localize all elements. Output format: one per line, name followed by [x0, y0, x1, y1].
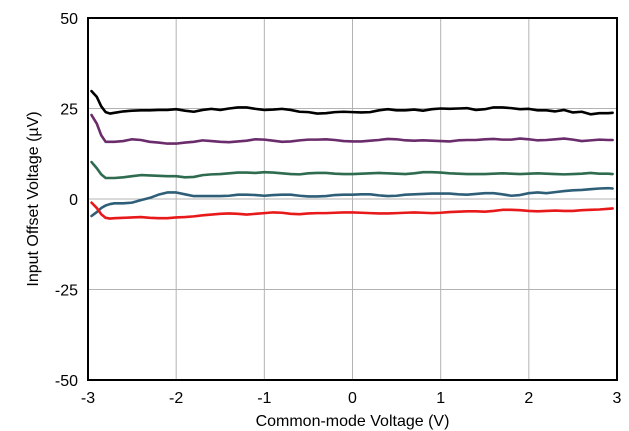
- y-tick-label: 50: [60, 11, 78, 28]
- x-tick-label: 0: [348, 390, 357, 407]
- gridlines: [88, 18, 617, 380]
- x-tick-label: 3: [613, 390, 622, 407]
- x-tick-label: -1: [257, 390, 271, 407]
- y-tick-label: -25: [55, 283, 78, 300]
- series-line-2: [90, 113, 614, 145]
- series-line-1: [90, 89, 614, 116]
- x-tick-label: -2: [169, 390, 183, 407]
- series-group: [90, 89, 614, 220]
- y-tick-label: 0: [69, 192, 78, 209]
- x-tick-label: 2: [524, 390, 533, 407]
- x-tick-labels: -3 -2 -1 0 1 2 3: [81, 390, 622, 407]
- plot-frame: [87, 17, 618, 381]
- series-line-3: [90, 160, 614, 180]
- y-tick-label: -50: [55, 373, 78, 390]
- y-tick-labels: -50 -25 0 25 50: [55, 11, 78, 390]
- series-line-4: [90, 186, 614, 218]
- series-line-5: [90, 201, 614, 220]
- x-tick-label: 1: [436, 390, 445, 407]
- y-axis-label: Input Offset Voltage (µV): [25, 111, 42, 286]
- x-axis-label: Common-mode Voltage (V): [256, 413, 450, 430]
- y-tick-label: 25: [60, 102, 78, 119]
- x-tick-label: -3: [81, 390, 95, 407]
